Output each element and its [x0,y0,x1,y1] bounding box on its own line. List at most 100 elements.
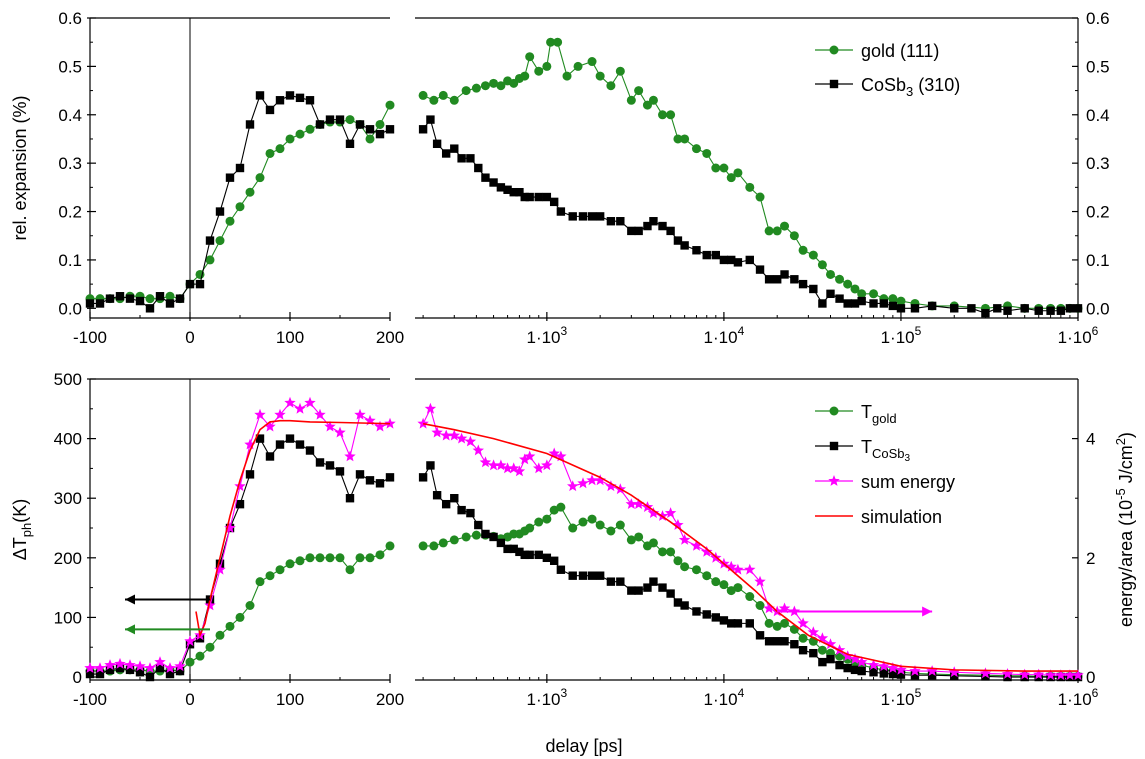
data-point [515,187,524,197]
x-tick-label: 200 [376,690,404,709]
data-point [438,90,448,100]
y-tick-label: 0.0 [58,299,82,318]
data-point [733,168,743,178]
data-point [843,299,852,308]
series-cosb3-310- [85,91,1083,318]
data-point [824,638,837,650]
data-point [879,669,888,678]
data-point [1065,304,1075,313]
data-point [225,216,235,226]
data-point [869,668,878,677]
data-point [95,669,105,679]
data-point [587,571,597,580]
y-tick-label: 0.5 [58,57,82,76]
data-point [94,662,106,673]
data-point [967,304,976,313]
data-point [702,571,712,581]
data-point [578,517,588,527]
data-point [215,207,225,216]
data-point [719,163,729,173]
x-log-tick-label: 1·104 [704,324,745,347]
data-point [244,438,256,450]
data-point [1055,669,1067,681]
arrow-head [125,624,135,635]
data-point [1064,669,1076,681]
data-point [702,148,712,158]
data-point [627,226,636,236]
data-point [265,148,275,158]
data-point [816,632,829,644]
data-point [525,192,534,202]
data-point [295,440,305,449]
data-point [474,163,483,173]
data-point [295,93,305,103]
data-point [1033,668,1045,680]
data-point [164,662,176,673]
y2-tick-label: 0.5 [1086,57,1110,76]
data-point [324,420,336,432]
data-point [896,670,906,679]
data-point [489,78,499,88]
data-point [464,435,477,447]
data-point [496,183,506,192]
legend-label: gold (111) [861,41,939,61]
series-line-linear [90,104,391,300]
data-point [867,659,880,670]
data-point [345,139,355,149]
data-point [315,553,325,563]
data-point [595,212,605,221]
data-point [634,532,644,542]
data-point [185,279,195,289]
data-point [546,37,556,47]
data-point [809,284,818,294]
data-point [910,671,920,680]
data-point [542,192,552,202]
y-axis-label: rel. expansion (%) [10,95,30,240]
data-point [797,617,809,629]
data-point [573,61,583,71]
data-point [879,299,888,308]
series-line-linear [90,437,391,678]
data-point [595,571,605,580]
data-point [857,289,867,299]
data-point [690,539,703,551]
data-point [285,434,295,443]
data-point [755,631,765,640]
data-point [520,550,529,560]
data-point [764,637,774,646]
data-point [174,660,186,672]
data-point [888,294,898,304]
data-point [125,294,135,303]
data-point [204,599,216,611]
data-point [809,648,818,658]
data-point [533,462,545,474]
x-log-tick-label: 1·106 [1058,686,1099,709]
series-line-log [422,118,1078,314]
data-point [927,301,937,311]
data-point [85,299,95,308]
data-point [295,129,305,139]
data-point [910,304,920,313]
data-point [896,296,906,306]
data-point [542,514,552,524]
series-t-gold [85,502,1083,681]
data-point [754,575,766,587]
data-point [457,505,466,515]
data-point [471,530,481,540]
data-point [185,640,195,649]
data-point [479,456,492,468]
data-point [175,666,185,676]
data-point [909,665,921,676]
data-point [345,494,355,503]
data-point [457,154,466,163]
data-point [513,465,526,477]
data-point [335,467,345,476]
data-point [165,299,175,308]
series-line-log [422,422,1078,672]
data-point [105,665,115,675]
data-point [375,550,385,560]
data-point [144,662,156,673]
data-point [556,207,566,216]
data-point [896,304,906,313]
arrow-head [922,606,933,617]
